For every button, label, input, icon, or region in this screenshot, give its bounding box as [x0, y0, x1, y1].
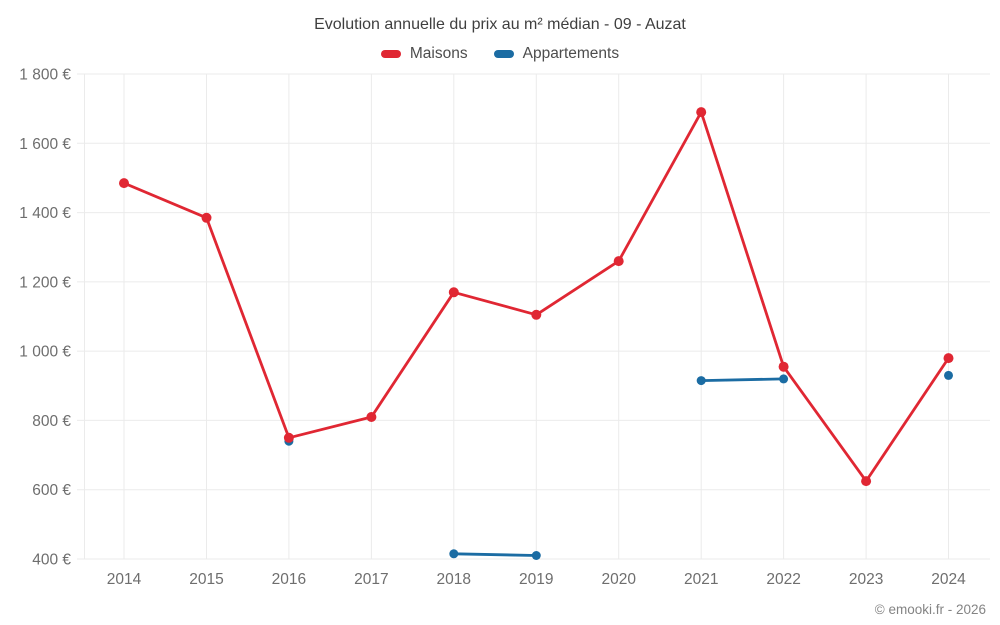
- x-tick-label-2020: 2020: [601, 571, 636, 588]
- x-tick-label-2015: 2015: [189, 571, 223, 588]
- x-tick-label-2019: 2019: [519, 571, 553, 588]
- x-tick-label-2017: 2017: [354, 571, 388, 588]
- x-tick-label-2018: 2018: [437, 571, 471, 588]
- appartements-point-2018: [449, 549, 459, 559]
- maisons-swatch-icon: [380, 50, 401, 58]
- maisons-point-2022: [778, 361, 789, 372]
- copyright-text: © emooki.fr - 2026: [874, 602, 986, 617]
- maisons-point-2016: [283, 432, 294, 443]
- legend-label-appartements: Appartements: [522, 45, 620, 62]
- appartements-point-2021: [696, 376, 706, 386]
- legend-label-maisons: Maisons: [409, 45, 468, 62]
- x-tick-label-2024: 2024: [931, 571, 966, 588]
- y-tick-label-1200: 1 200 €: [19, 274, 71, 291]
- legend-item-appartements[interactable]: Appartements: [493, 45, 620, 63]
- chart-title: Evolution annuelle du prix au m² médian …: [314, 16, 686, 33]
- x-tick-label-2023: 2023: [849, 571, 883, 588]
- appartements-line: [452, 552, 538, 557]
- y-tick-label-1400: 1 400 €: [19, 205, 71, 222]
- maisons-point-2020: [613, 256, 624, 267]
- appartements-point-2022: [779, 374, 789, 384]
- x-tick-label-2014: 2014: [107, 571, 142, 588]
- legend: Maisons Appartements: [0, 45, 1000, 63]
- maisons-point-2023: [861, 476, 872, 487]
- y-tick-label-600: 600 €: [32, 482, 71, 499]
- y-tick-label-1800: 1 800 €: [19, 67, 71, 84]
- maisons-point-2015: [201, 212, 212, 223]
- maisons-point-2021: [696, 107, 707, 118]
- x-tick-label-2016: 2016: [272, 571, 306, 588]
- y-tick-label-1600: 1 600 €: [19, 136, 71, 153]
- maisons-point-2018: [448, 287, 459, 298]
- legend-item-maisons[interactable]: Maisons: [380, 45, 468, 63]
- appartements-swatch-icon: [493, 50, 514, 58]
- maisons-point-2014: [119, 178, 129, 189]
- appartements-line: [699, 377, 785, 382]
- appartements-point-2024: [944, 370, 953, 380]
- maisons-point-2024: [943, 353, 954, 364]
- x-tick-label-2021: 2021: [684, 571, 718, 588]
- maisons-point-2017: [366, 412, 377, 422]
- maisons-point-2019: [531, 309, 542, 320]
- y-tick-label-400: 400 €: [32, 552, 71, 569]
- y-tick-label-800: 800 €: [32, 413, 71, 430]
- x-tick-label-2022: 2022: [766, 571, 800, 588]
- y-tick-label-1000: 1 000 €: [19, 344, 71, 361]
- appartements-point-2019: [531, 551, 541, 560]
